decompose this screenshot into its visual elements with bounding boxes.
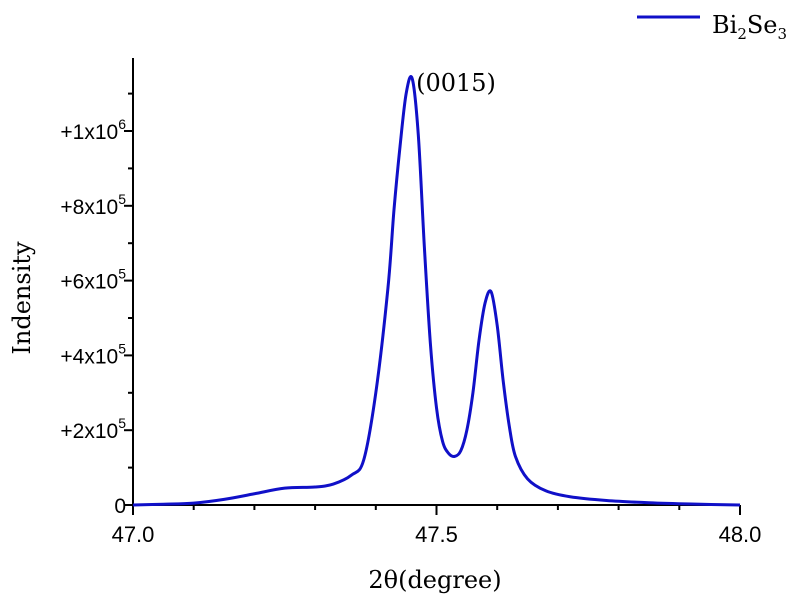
y-tick-label: +4x105 [60, 340, 126, 368]
y-tick-label: +1x106 [60, 116, 126, 144]
y-tick-mantissa: 0 [114, 495, 126, 518]
legend-sub2: 3 [778, 25, 788, 43]
peak-annotation: (0015) [416, 69, 496, 97]
x-tick-label: 48.0 [719, 522, 762, 547]
x-minor-ticks [192, 505, 681, 510]
y-minor-ticks [128, 92, 133, 469]
y-tick-mantissa: +1x10 [60, 121, 118, 144]
plot-area: 0+2x105+4x105+6x105+8x105+1x106 47.0 47.5… [60, 58, 761, 547]
y-tick-label: 0 [114, 495, 126, 518]
legend-name: Bi [712, 11, 738, 39]
y-major-ticks [124, 130, 133, 506]
y-tick-mantissa: +4x10 [60, 345, 118, 368]
x-tick-label: 47.0 [112, 522, 155, 547]
y-tick-label: +2x105 [60, 415, 126, 443]
y-tick-mantissa: +8x10 [60, 196, 118, 219]
y-tick-exponent: 6 [118, 116, 126, 132]
y-tick-exponent: 5 [118, 415, 126, 431]
y-tick-exponent: 5 [118, 191, 126, 207]
legend-label: Bi2Se3 [712, 11, 787, 43]
x-axis-label: 2θ(degree) [368, 566, 501, 594]
x-tick-labels: 47.0 47.5 48.0 [112, 522, 762, 547]
y-tick-exponent: 5 [118, 266, 126, 282]
legend-sub1: 2 [737, 25, 747, 43]
y-tick-label: +8x105 [60, 191, 126, 219]
y-tick-mantissa: +2x10 [60, 420, 118, 443]
y-tick-mantissa: +6x10 [60, 271, 118, 294]
x-major-ticks [132, 505, 741, 515]
legend: Bi2Se3 [637, 11, 787, 43]
y-tick-label: +6x105 [60, 266, 126, 294]
legend-mid: Se [747, 11, 778, 39]
x-tick-label: 47.5 [415, 522, 458, 547]
y-tick-labels: 0+2x105+4x105+6x105+8x105+1x106 [60, 116, 126, 518]
y-tick-exponent: 5 [118, 340, 126, 356]
y-axis-label: Indensity [8, 241, 36, 355]
series-line [132, 75, 741, 507]
